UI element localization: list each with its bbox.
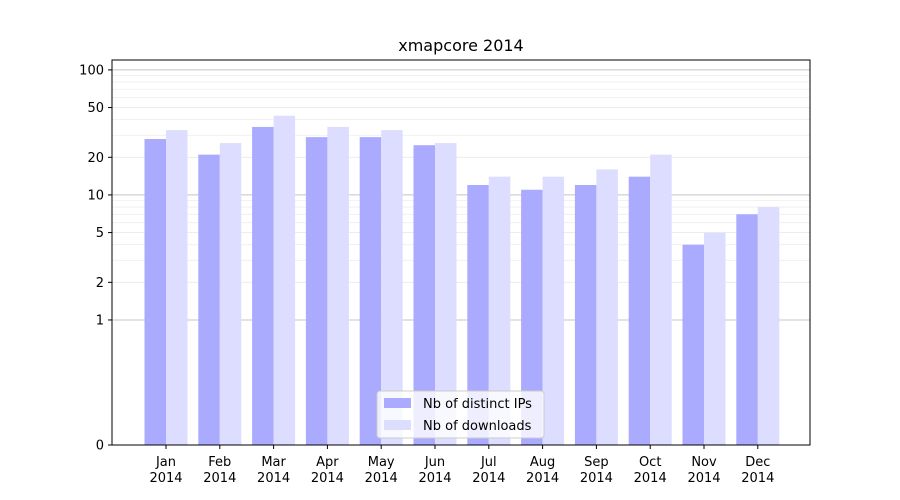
bar-distinct-ips xyxy=(198,154,220,445)
y-tick-label: 10 xyxy=(87,188,104,203)
x-tick-label-year: 2014 xyxy=(741,471,774,486)
bar-distinct-ips xyxy=(574,185,597,445)
bar-downloads xyxy=(219,143,242,446)
x-tick-label-month: May xyxy=(368,455,395,470)
legend: Nb of distinct IPs Nb of downloads xyxy=(376,390,545,439)
bar-distinct-ips xyxy=(413,145,435,445)
legend-box xyxy=(376,390,545,439)
x-tick-label-month: Sep xyxy=(584,455,609,470)
x-tick-label-month: Mar xyxy=(261,455,286,470)
x-tick-label-month: Dec xyxy=(745,455,770,470)
bar-downloads xyxy=(381,130,403,445)
x-tick-label-year: 2014 xyxy=(149,471,182,486)
bar-downloads xyxy=(596,169,618,445)
x-tick-label-month: Jan xyxy=(155,455,176,470)
x-tick-label-year: 2014 xyxy=(580,471,613,486)
bar-downloads xyxy=(435,143,457,446)
bar-distinct-ips xyxy=(144,139,166,445)
y-tick-label: 0 xyxy=(96,439,104,454)
x-tick-label-month: Apr xyxy=(316,455,339,470)
chart-title: xmapcore 2014 xyxy=(398,36,523,55)
bar-downloads xyxy=(542,176,565,445)
x-tick-label-month: Nov xyxy=(691,455,717,470)
bar-distinct-ips xyxy=(736,214,758,445)
y-tick-label: 50 xyxy=(87,101,104,116)
y-tick-label: 100 xyxy=(79,63,104,78)
x-tick-label-month: Feb xyxy=(208,455,231,470)
bar-distinct-ips xyxy=(467,185,489,445)
x-tick-label-year: 2014 xyxy=(203,471,236,486)
x-tick-label-year: 2014 xyxy=(365,471,398,486)
bar-downloads xyxy=(650,154,672,445)
x-tick-label-year: 2014 xyxy=(472,471,505,486)
bar-distinct-ips xyxy=(252,126,274,445)
plot-frame xyxy=(111,59,811,446)
x-tick-label-year: 2014 xyxy=(257,471,290,486)
x-tick-label-year: 2014 xyxy=(418,471,451,486)
y-tick-label: 2 xyxy=(96,276,104,291)
bar-distinct-ips xyxy=(359,137,382,445)
x-tick-label-month: Aug xyxy=(530,455,555,470)
bar-distinct-ips xyxy=(305,137,328,445)
legend-label: Nb of distinct IPs xyxy=(423,397,532,412)
bar-downloads xyxy=(488,176,511,445)
x-tick-label-month: Oct xyxy=(639,455,661,470)
y-axis: 0 1 2 5 10 20 50 100 xyxy=(79,63,112,454)
legend-swatch xyxy=(384,420,411,430)
bar-downloads xyxy=(273,115,296,445)
bar-distinct-ips xyxy=(682,244,704,445)
x-tick-label-month: Jun xyxy=(424,455,445,470)
y-tick-label: 20 xyxy=(87,151,104,166)
bars xyxy=(144,115,780,446)
x-axis: Jan2014Feb2014Mar2014Apr2014May2014Jun20… xyxy=(149,445,774,486)
x-tick-label-year: 2014 xyxy=(687,471,720,486)
bar-downloads xyxy=(757,207,780,445)
legend-swatch xyxy=(384,398,411,408)
bar-distinct-ips xyxy=(521,189,543,445)
x-tick-label-year: 2014 xyxy=(311,471,344,486)
y-tick-label: 5 xyxy=(96,226,104,241)
bar-downloads xyxy=(166,130,188,445)
bar-distinct-ips xyxy=(628,176,651,445)
bar-downloads xyxy=(704,232,726,445)
x-tick-label-year: 2014 xyxy=(634,471,667,486)
legend-label: Nb of downloads xyxy=(423,419,532,434)
x-tick-label-month: Jul xyxy=(480,455,497,470)
bar-downloads xyxy=(327,126,349,445)
x-tick-label-year: 2014 xyxy=(526,471,559,486)
y-tick-label: 1 xyxy=(96,313,104,328)
